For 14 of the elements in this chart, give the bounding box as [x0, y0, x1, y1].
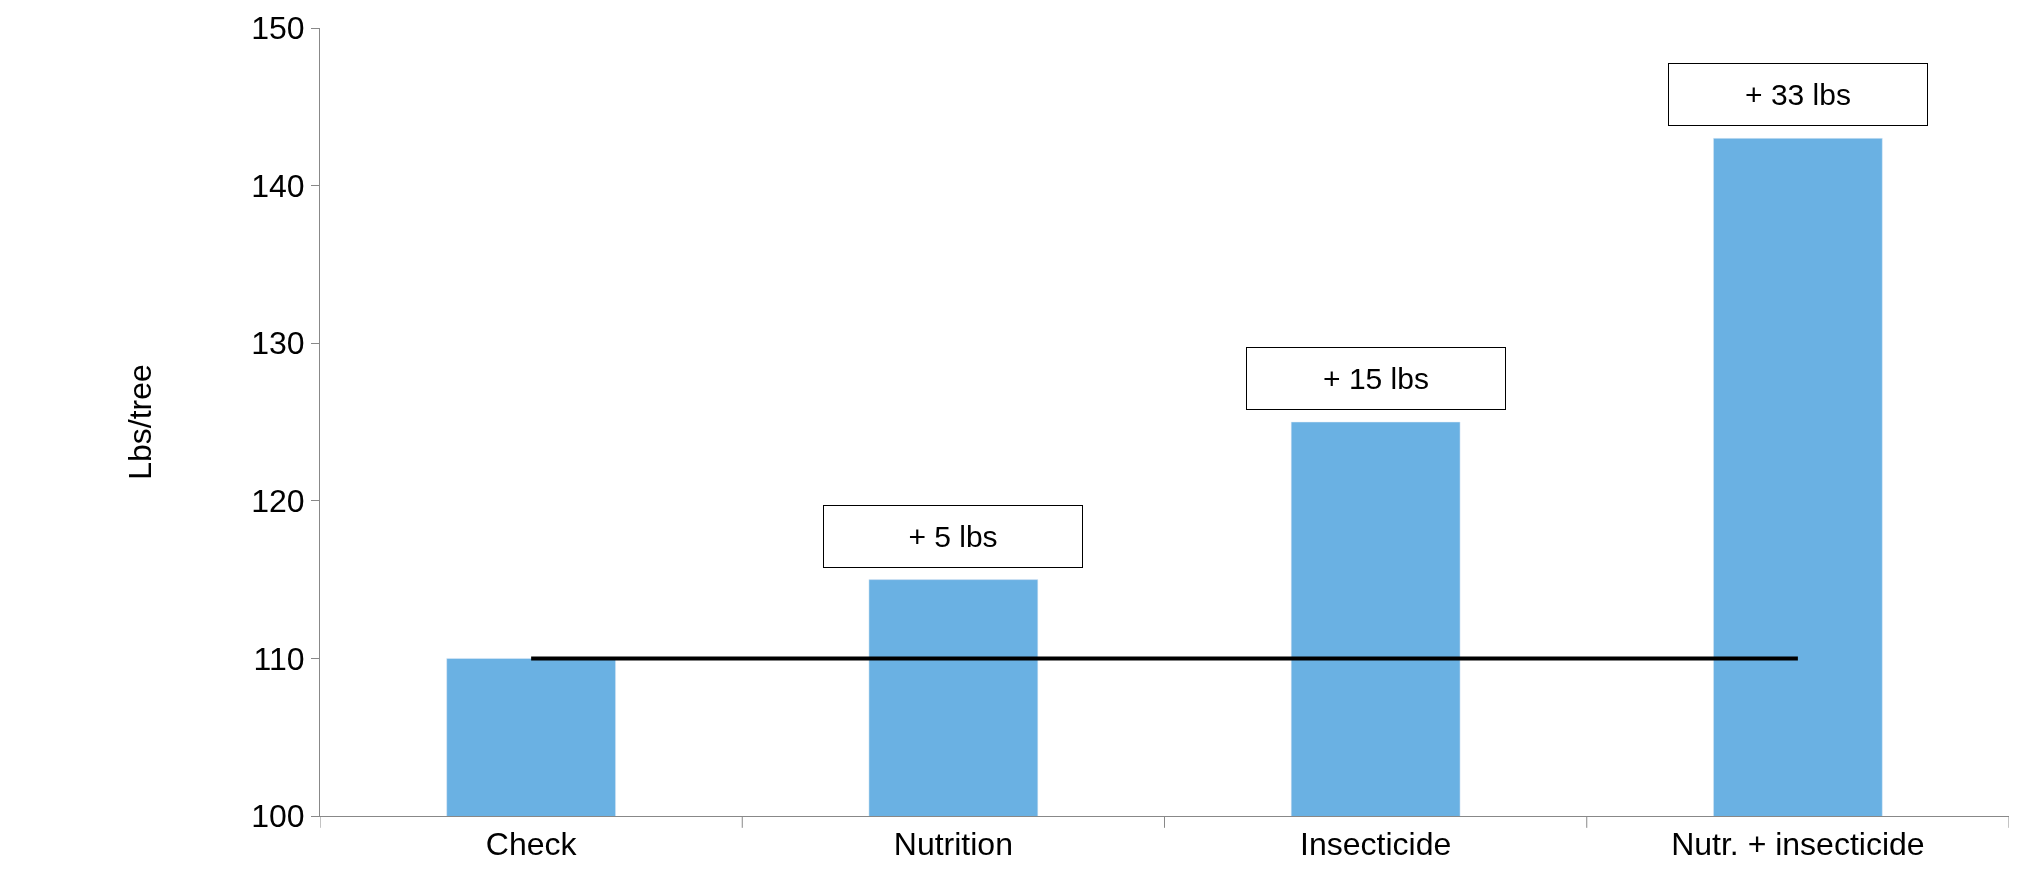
- y-tick-label: 130: [251, 325, 305, 362]
- annotation: + 33 lbs: [1745, 78, 1851, 111]
- x-tick-label: Insecticide: [1300, 826, 1452, 863]
- y-tick-label: 100: [251, 798, 305, 835]
- annotation: + 5 lbs: [908, 520, 998, 553]
- y-tick-label: 120: [251, 483, 305, 519]
- y-axis-title: Lbs/tree: [121, 364, 158, 480]
- y-tick-label: 150: [251, 10, 305, 47]
- x-tick-label: Check: [485, 826, 578, 863]
- x-tick-label: Nutrition: [893, 826, 1013, 863]
- y-tick-label: 110: [253, 640, 305, 677]
- annotation: + 15 lbs: [1323, 362, 1429, 395]
- y-tick-label: 140: [251, 167, 305, 204]
- x-tick-label: Nutr. + insecticide: [1671, 826, 1925, 863]
